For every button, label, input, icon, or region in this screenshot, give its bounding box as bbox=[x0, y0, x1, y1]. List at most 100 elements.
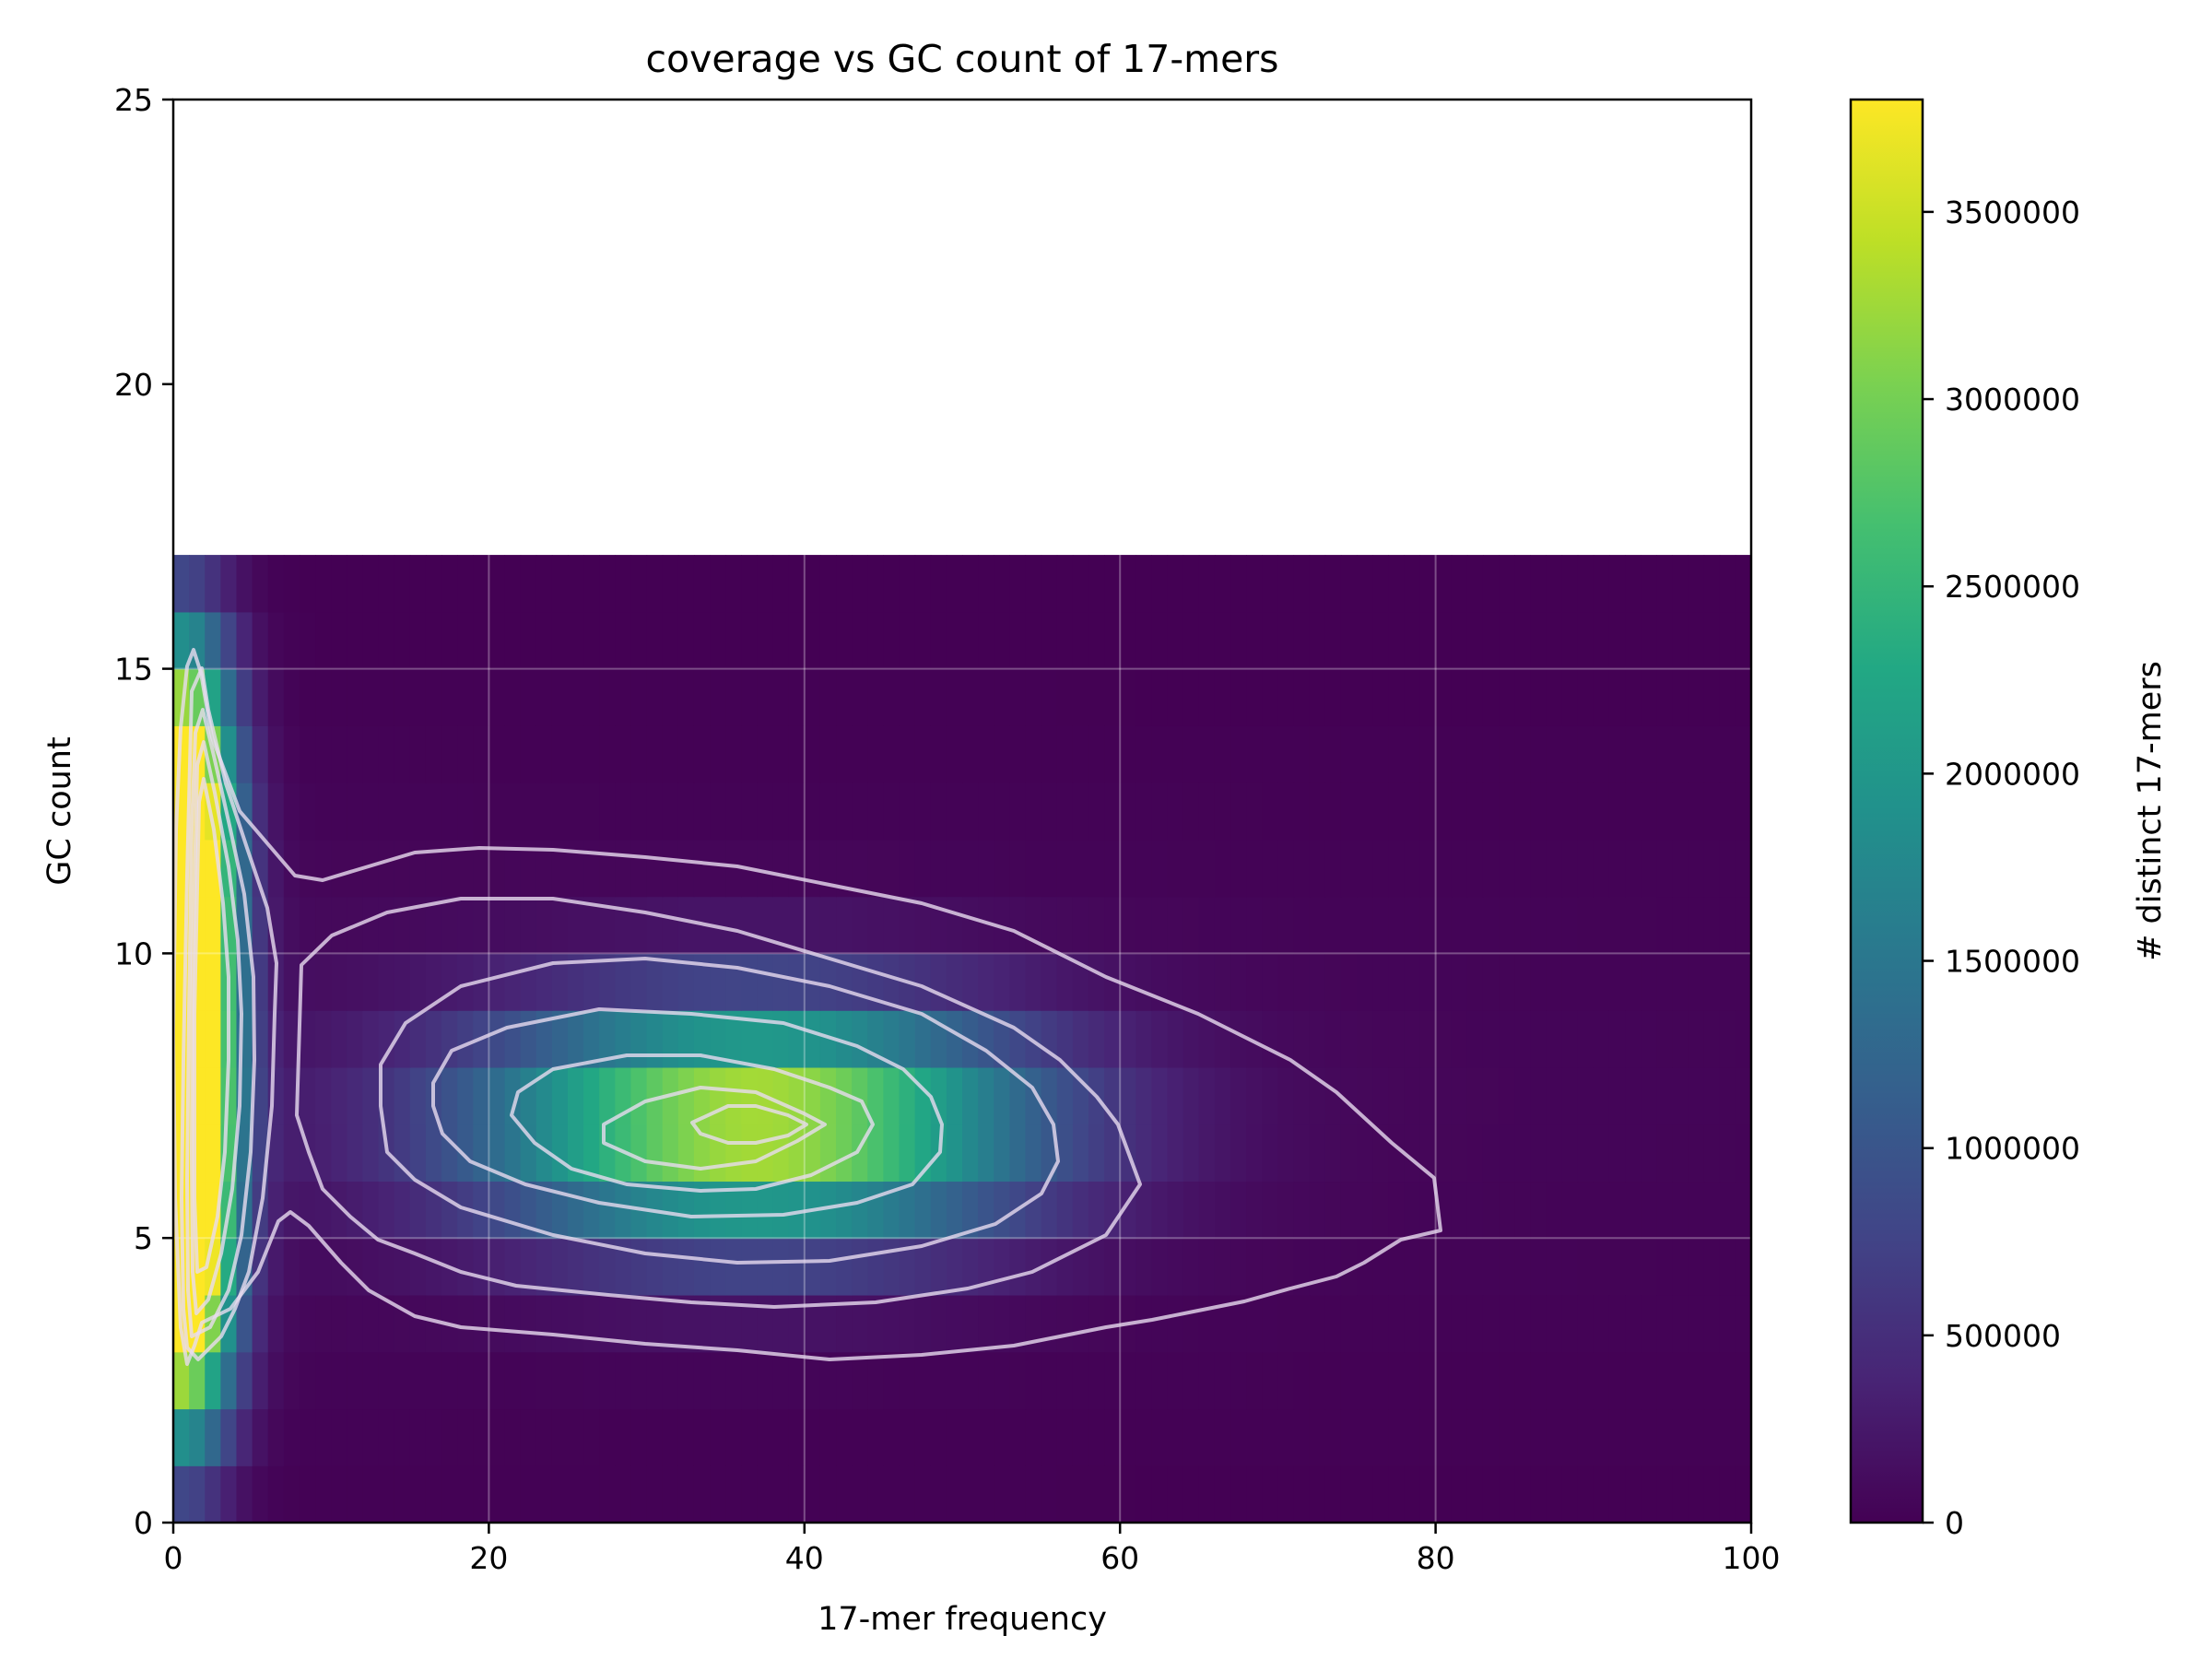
heatmap-cell bbox=[1419, 725, 1437, 783]
heatmap-cell bbox=[899, 1238, 916, 1296]
heatmap-cell bbox=[899, 555, 916, 613]
heatmap-cell bbox=[630, 782, 648, 841]
heatmap-cell bbox=[1641, 1238, 1657, 1296]
heatmap-cell bbox=[1435, 839, 1453, 898]
heatmap-cell bbox=[488, 839, 506, 898]
heatmap-cell bbox=[1230, 1351, 1247, 1410]
heatmap-cell bbox=[1277, 1351, 1295, 1410]
heatmap-cell bbox=[1688, 1124, 1705, 1182]
heatmap-cell bbox=[994, 1408, 1010, 1466]
heatmap-cell bbox=[646, 1294, 664, 1353]
heatmap-cell bbox=[994, 611, 1010, 670]
y-tick-label: 25 bbox=[114, 82, 153, 118]
heatmap-cell bbox=[1041, 839, 1058, 898]
heatmap-cell bbox=[1435, 1238, 1453, 1296]
heatmap-cell bbox=[1735, 1351, 1751, 1410]
heatmap-cell bbox=[1324, 555, 1342, 613]
heatmap-cell bbox=[409, 896, 427, 954]
heatmap-cell bbox=[1388, 1465, 1405, 1523]
heatmap-cell bbox=[173, 611, 190, 670]
heatmap-cell bbox=[788, 1294, 806, 1353]
heatmap-cell bbox=[899, 725, 916, 783]
heatmap-cell bbox=[189, 1408, 206, 1466]
heatmap-cell bbox=[615, 1181, 632, 1239]
heatmap-cell bbox=[1703, 1408, 1721, 1466]
heatmap-cell bbox=[757, 668, 774, 726]
heatmap-cell bbox=[1056, 1124, 1074, 1182]
heatmap-cell bbox=[473, 555, 489, 613]
heatmap-cell bbox=[757, 896, 774, 954]
heatmap-cell bbox=[1357, 1408, 1373, 1466]
heatmap-cell bbox=[1198, 555, 1216, 613]
heatmap-cell bbox=[1372, 782, 1389, 841]
heatmap-cell bbox=[362, 953, 380, 1011]
heatmap-cell bbox=[1262, 668, 1278, 726]
heatmap-cell bbox=[1357, 1238, 1373, 1296]
heatmap-cell bbox=[520, 1465, 537, 1523]
heatmap-cell bbox=[1262, 839, 1278, 898]
heatmap-cell bbox=[1435, 1010, 1453, 1068]
heatmap-cell bbox=[568, 1465, 584, 1523]
heatmap-cell bbox=[1025, 1465, 1042, 1523]
heatmap-cell bbox=[315, 953, 332, 1011]
heatmap-cell bbox=[1608, 1181, 1626, 1239]
heatmap-cell bbox=[535, 611, 553, 670]
heatmap-cell bbox=[1561, 782, 1579, 841]
heatmap-cell bbox=[1688, 839, 1705, 898]
heatmap-cell bbox=[425, 1238, 442, 1296]
heatmap-cell bbox=[520, 1238, 537, 1296]
heatmap-cell bbox=[1072, 1181, 1089, 1239]
heatmap-cell bbox=[1293, 782, 1311, 841]
heatmap-cell bbox=[1561, 839, 1579, 898]
heatmap-cell bbox=[1041, 1351, 1058, 1410]
heatmap-cell bbox=[425, 668, 442, 726]
heatmap-cell bbox=[1324, 1066, 1342, 1125]
heatmap-cell bbox=[520, 611, 537, 670]
heatmap-cell bbox=[772, 1181, 790, 1239]
heatmap-cell bbox=[315, 1066, 332, 1125]
heatmap-cell bbox=[535, 1294, 553, 1353]
heatmap-cell bbox=[331, 896, 347, 954]
heatmap-cell bbox=[409, 1408, 427, 1466]
heatmap-cell bbox=[978, 896, 994, 954]
heatmap-cell bbox=[425, 1010, 442, 1068]
heatmap-cell bbox=[473, 611, 489, 670]
heatmap-cell bbox=[646, 782, 664, 841]
heatmap-cell bbox=[1262, 1294, 1278, 1353]
heatmap-cell bbox=[1514, 1010, 1531, 1068]
heatmap-cell bbox=[1230, 555, 1247, 613]
heatmap-cell bbox=[615, 1351, 632, 1410]
heatmap-cell bbox=[267, 555, 285, 613]
heatmap-cell bbox=[1593, 1181, 1610, 1239]
heatmap-cell bbox=[899, 896, 916, 954]
heatmap-cell bbox=[819, 1124, 837, 1182]
heatmap-cell bbox=[488, 1238, 506, 1296]
heatmap-cell bbox=[568, 1181, 584, 1239]
heatmap-cell bbox=[1404, 555, 1421, 613]
heatmap-cell bbox=[1104, 555, 1121, 613]
heatmap-cell bbox=[1388, 1124, 1405, 1182]
heatmap-cell bbox=[1041, 555, 1058, 613]
heatmap-cell bbox=[236, 725, 253, 783]
heatmap-cell bbox=[804, 1238, 821, 1296]
heatmap-cell bbox=[1404, 1465, 1421, 1523]
heatmap-cell bbox=[772, 1465, 790, 1523]
heatmap-cell bbox=[1088, 1465, 1105, 1523]
heatmap-cell bbox=[693, 839, 711, 898]
heatmap-cell bbox=[914, 1351, 932, 1410]
heatmap-cell bbox=[1009, 896, 1027, 954]
heatmap-cell bbox=[252, 1066, 269, 1125]
heatmap-cell bbox=[930, 1351, 947, 1410]
heatmap-cell bbox=[1404, 1181, 1421, 1239]
heatmap-cell bbox=[883, 1066, 900, 1125]
heatmap-cell bbox=[1608, 668, 1626, 726]
heatmap-cell bbox=[1625, 1066, 1641, 1125]
heatmap-cell bbox=[962, 1351, 979, 1410]
heatmap-cell bbox=[1198, 668, 1216, 726]
heatmap-cell bbox=[473, 1181, 489, 1239]
heatmap-cell bbox=[1451, 1124, 1468, 1182]
heatmap-cell bbox=[1561, 1010, 1579, 1068]
density-contours bbox=[173, 648, 1442, 1366]
heatmap-cell bbox=[914, 1066, 932, 1125]
heatmap-cell bbox=[1608, 725, 1626, 783]
